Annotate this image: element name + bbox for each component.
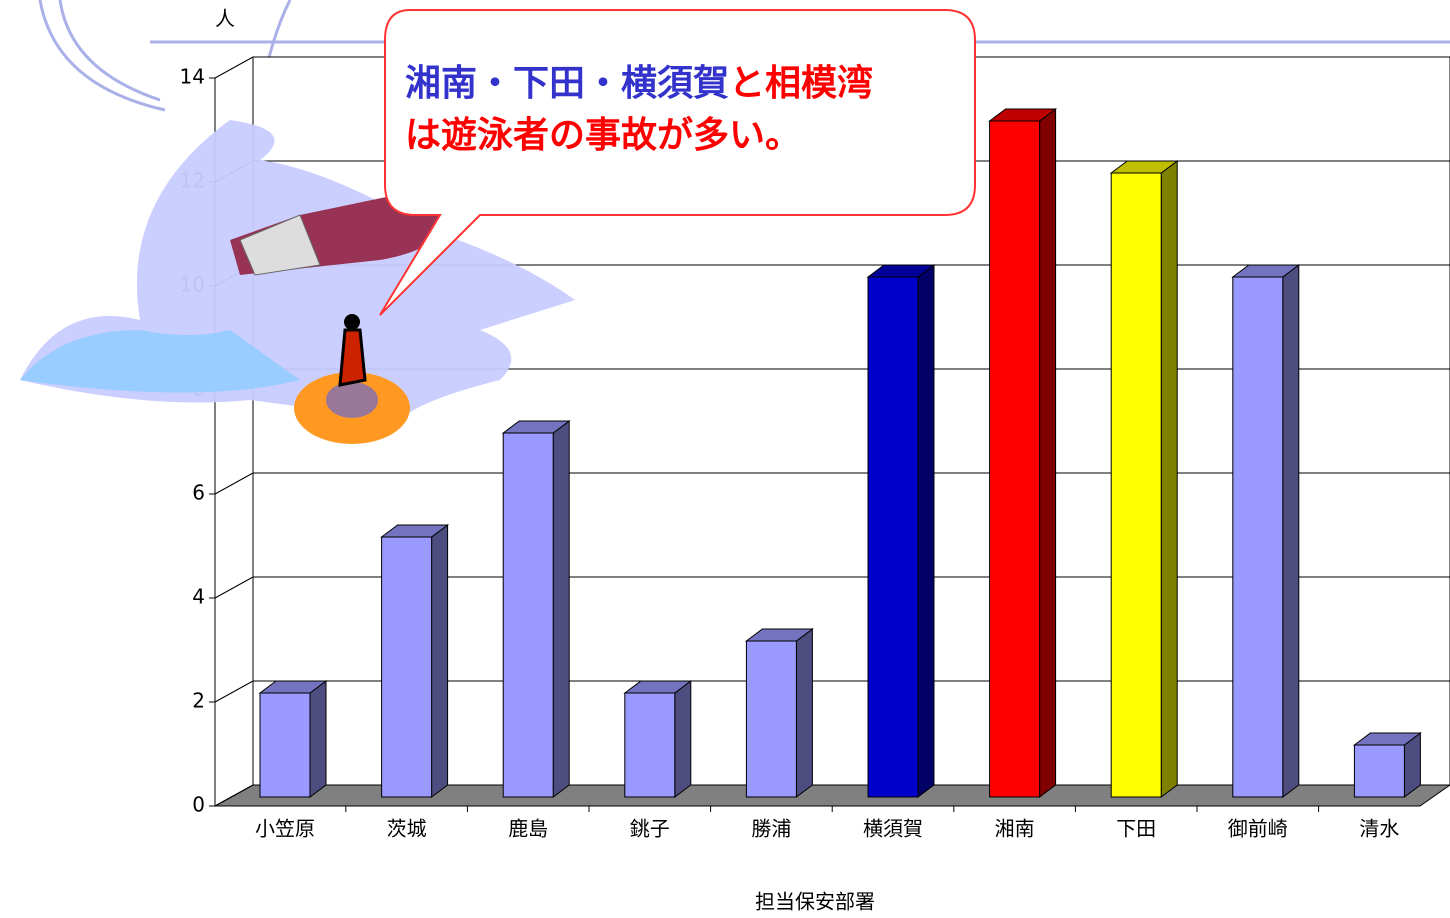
x-tick-label: 勝浦 (751, 817, 791, 841)
grid-line (214, 472, 254, 495)
bar-side (674, 680, 692, 798)
y-axis-label: 人 (215, 7, 235, 31)
x-axis-label: 担当保安部署 (755, 890, 875, 914)
bar (259, 692, 311, 798)
bar-side (795, 628, 813, 798)
bar (989, 120, 1041, 798)
y-tick-label: 6 (192, 481, 205, 505)
bar-side (552, 420, 570, 798)
bar (1353, 744, 1405, 798)
bar (502, 432, 554, 798)
bar (745, 640, 797, 798)
x-tick-label: 下田 (1116, 817, 1156, 841)
x-tick-label: 横須賀 (863, 817, 923, 841)
y-tick-label: 2 (192, 689, 205, 713)
y-tick-label: 0 (192, 793, 205, 817)
bar-side (1282, 264, 1300, 798)
bar (1232, 276, 1284, 798)
annotation: 湘南・下田・横須賀と相模湾は遊泳者の事故が多い。 (405, 62, 873, 156)
bar (624, 692, 676, 798)
grid-line (214, 576, 254, 599)
grid-line (214, 680, 254, 703)
annotation-text: は遊泳者の事故が多い。 (405, 115, 801, 156)
bar (1110, 172, 1162, 798)
x-tick-label: 小笠原 (255, 817, 315, 841)
bar (867, 276, 919, 798)
grid-line (214, 56, 254, 79)
x-tick-label: 鹿島 (508, 817, 548, 841)
callout: 湘南・下田・横須賀と相模湾は遊泳者の事故が多い。 (379, 9, 976, 316)
x-tick-label: 清水 (1359, 817, 1399, 841)
grid-line (214, 784, 254, 807)
bar-side (917, 264, 935, 798)
bar (381, 536, 433, 798)
x-tick-label: 銚子 (630, 817, 670, 841)
bar-side (431, 524, 449, 798)
bar-side (309, 680, 327, 798)
x-tick-label: 湘南 (995, 817, 1035, 841)
annotation-text: と相模湾 (729, 62, 873, 104)
bars-layer (258, 108, 1422, 798)
bar-side (1039, 108, 1057, 798)
x-tick-label: 茨城 (387, 817, 427, 841)
bar-side (1160, 160, 1178, 798)
annotation-text: 湘南・下田・横須賀 (405, 63, 729, 104)
x-tick-label: 御前崎 (1228, 817, 1288, 841)
y-tick-label: 4 (192, 585, 205, 609)
y-tick-label: 14 (180, 65, 205, 89)
